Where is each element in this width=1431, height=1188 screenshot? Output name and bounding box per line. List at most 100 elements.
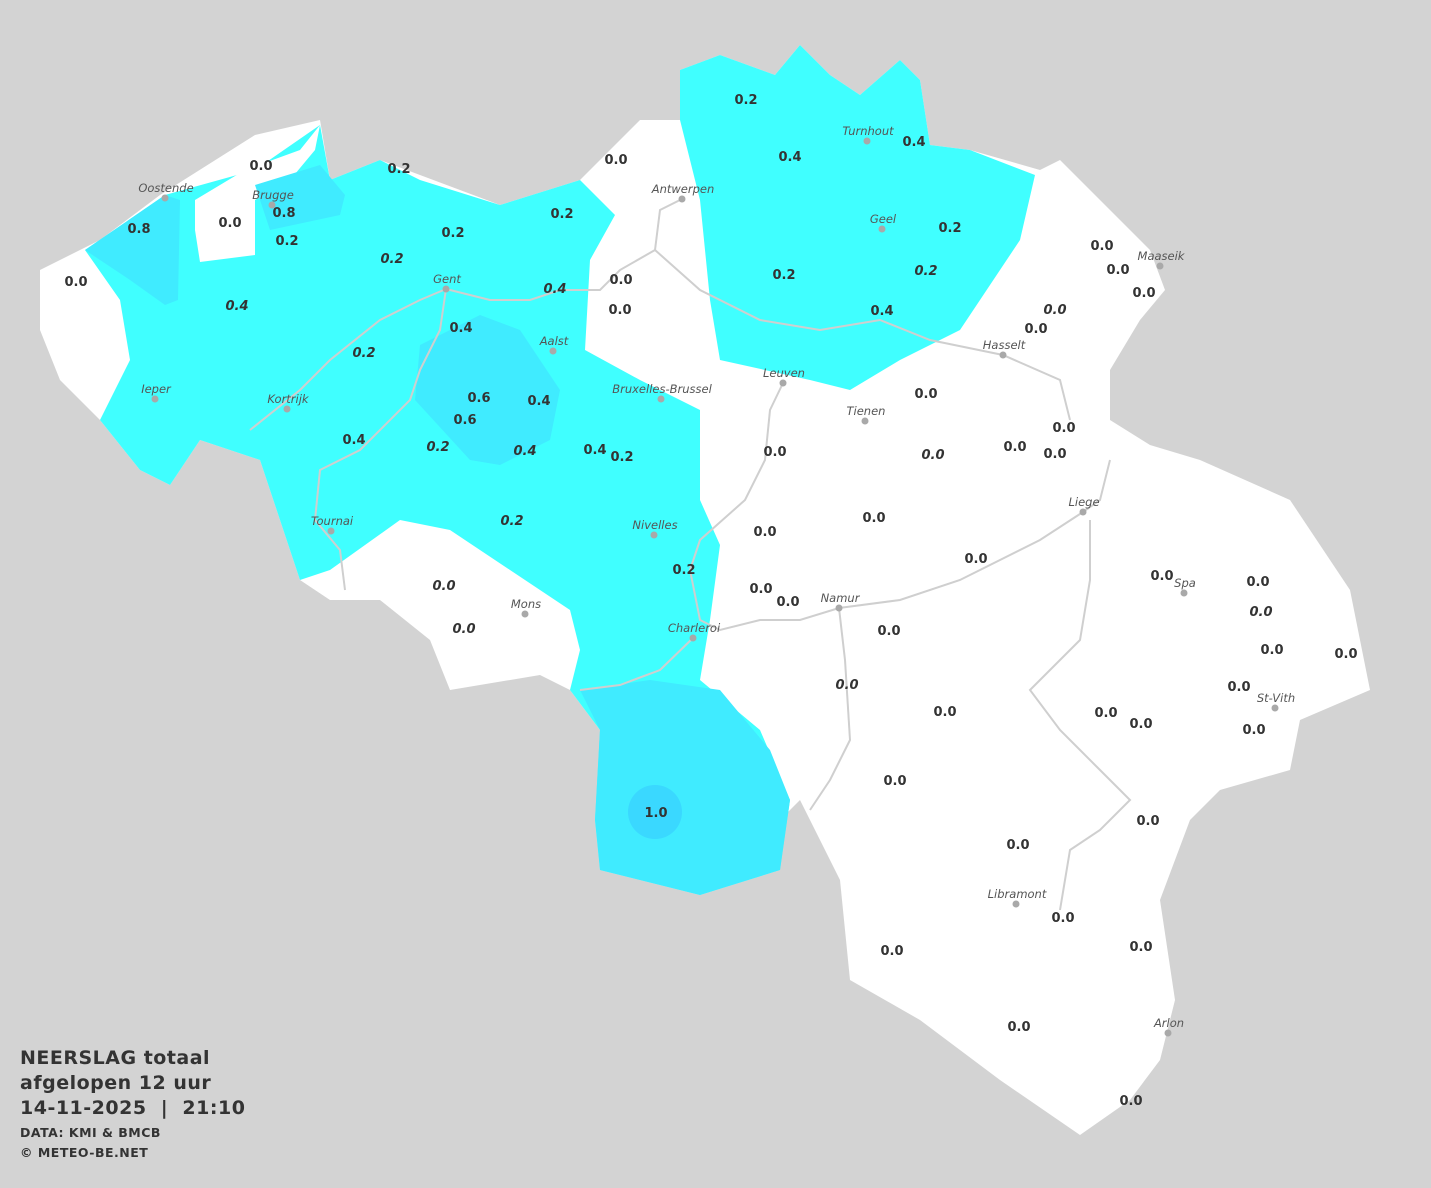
precip-value: 0.4 xyxy=(583,443,606,458)
city-marker xyxy=(1164,1029,1172,1037)
precip-value: 0.0 xyxy=(1119,1094,1142,1109)
city-marker xyxy=(835,604,843,612)
city-marker xyxy=(657,395,665,403)
legend-datetime: 14-11-2025 | 21:10 xyxy=(20,1097,246,1119)
precip-value: 0.0 xyxy=(877,624,900,639)
precip-value: 0.2 xyxy=(734,93,757,108)
precipitation-areas xyxy=(40,45,1370,1135)
legend-source: DATA: KMI & BMCB xyxy=(20,1125,161,1140)
station-values: 0.0 0.0 0.8 0.8 0.2 0.2 0.2 0.2 0.2 0.0 0.4 0.0 0.0 0… xyxy=(64,93,1357,1109)
city-marker xyxy=(650,531,658,539)
precip-value: 0.2 xyxy=(914,264,937,279)
city-marker xyxy=(1271,704,1279,712)
city-label: Namur xyxy=(821,591,861,605)
precip-value: 0.2 xyxy=(550,207,573,222)
precip-value: 0.0 xyxy=(1260,643,1283,658)
city-label: Tienen xyxy=(847,404,886,418)
city-label: Bruxelles-Brussel xyxy=(612,382,712,396)
city-label: Nivelles xyxy=(632,518,677,532)
precip-value: 0.2 xyxy=(672,563,695,578)
city-label: Hasselt xyxy=(983,338,1026,352)
precip-value: 0.0 xyxy=(1106,263,1129,278)
city-marker xyxy=(151,395,159,403)
legend-period: afgelopen 12 uur xyxy=(20,1072,212,1094)
precip-value: 0.0 xyxy=(964,552,987,567)
city-label: Geel xyxy=(870,212,897,226)
precip-value: 0.2 xyxy=(352,346,375,361)
precip-value: 0.0 xyxy=(1150,569,1173,584)
precip-value: 0.6 xyxy=(467,391,490,406)
precip-value: 0.2 xyxy=(500,514,523,529)
precip-value: 0.4 xyxy=(870,304,893,319)
precip-value: 0.2 xyxy=(772,268,795,283)
precip-value: 0.4 xyxy=(225,299,248,314)
precip-value: 0.8 xyxy=(127,222,150,237)
city-marker xyxy=(689,634,697,642)
precip-value: 0.0 xyxy=(1132,286,1155,301)
precip-zone-south xyxy=(580,680,790,895)
city-label: Gent xyxy=(433,272,461,286)
precip-value: 0.0 xyxy=(452,622,475,637)
precip-value: 0.0 xyxy=(608,303,631,318)
river-meuse xyxy=(809,607,852,811)
city-label: Oostende xyxy=(138,181,193,195)
city-marker xyxy=(863,137,871,145)
city-marker xyxy=(1156,262,1164,270)
precip-value: 0.0 xyxy=(1052,421,1075,436)
precip-value: 0.0 xyxy=(1249,605,1272,620)
city-marker xyxy=(283,405,291,413)
precip-value: 0.0 xyxy=(1003,440,1026,455)
precip-zone-max xyxy=(628,785,682,839)
precip-value: 0.4 xyxy=(342,433,365,448)
city-label: Ieper xyxy=(141,382,172,396)
legend-copyright: © METEO-BE.NET xyxy=(20,1145,149,1160)
precip-value: 0.0 xyxy=(880,944,903,959)
precip-value: 0.0 xyxy=(1227,680,1250,695)
precip-value: 0.0 xyxy=(749,582,772,597)
city-marker xyxy=(861,417,869,425)
city-marker xyxy=(268,201,276,209)
city-marker xyxy=(442,285,450,293)
city-marker xyxy=(1012,900,1020,908)
city-label: Kortrijk xyxy=(267,392,310,406)
city-layer: Oostende Brugge Gent Antwerpen Turnhout Geel M… xyxy=(138,124,1295,1037)
city-label: Arlon xyxy=(1153,1016,1184,1030)
precip-value: 0.2 xyxy=(387,162,410,177)
precip-value: 0.0 xyxy=(1043,447,1066,462)
city-label: St-Vith xyxy=(1257,691,1295,705)
city-marker xyxy=(1079,508,1087,516)
precip-value: 0.0 xyxy=(609,273,632,288)
precip-value: 0.2 xyxy=(380,252,403,267)
city-marker xyxy=(999,351,1007,359)
precip-zone-brugge xyxy=(255,165,345,230)
precip-value: 0.0 xyxy=(933,705,956,720)
precip-value: 0.0 xyxy=(835,678,858,693)
precip-value: 0.0 xyxy=(218,216,241,231)
city-label: Libramont xyxy=(988,887,1047,901)
precip-value: 0.0 xyxy=(763,445,786,460)
precip-zone-northeast xyxy=(680,45,1035,390)
precip-value: 0.0 xyxy=(1006,838,1029,853)
legend-title: NEERSLAG totaal xyxy=(20,1047,211,1069)
city-marker xyxy=(678,195,686,203)
city-label: Turnhout xyxy=(842,124,894,138)
precip-value: 0.0 xyxy=(432,579,455,594)
precip-value: 0.0 xyxy=(1136,814,1159,829)
precip-value: 0.2 xyxy=(426,440,449,455)
rivers xyxy=(249,198,1132,911)
precip-value: 0.0 xyxy=(1090,239,1113,254)
precip-value: 0.0 xyxy=(1051,911,1074,926)
precip-value: 0.0 xyxy=(249,159,272,174)
precip-zone-gent-aalst xyxy=(415,315,560,465)
river-leie xyxy=(249,288,447,431)
precip-value: 0.0 xyxy=(1246,575,1269,590)
precip-value: 0.6 xyxy=(453,413,476,428)
river-ourthe xyxy=(1028,520,1132,911)
precip-value: 0.0 xyxy=(1129,940,1152,955)
river-dijle xyxy=(688,382,1111,632)
precip-value: 0.4 xyxy=(527,394,550,409)
precip-value: 0.0 xyxy=(914,387,937,402)
precip-value: 0.2 xyxy=(441,226,464,241)
city-label: Liege xyxy=(1068,495,1099,509)
